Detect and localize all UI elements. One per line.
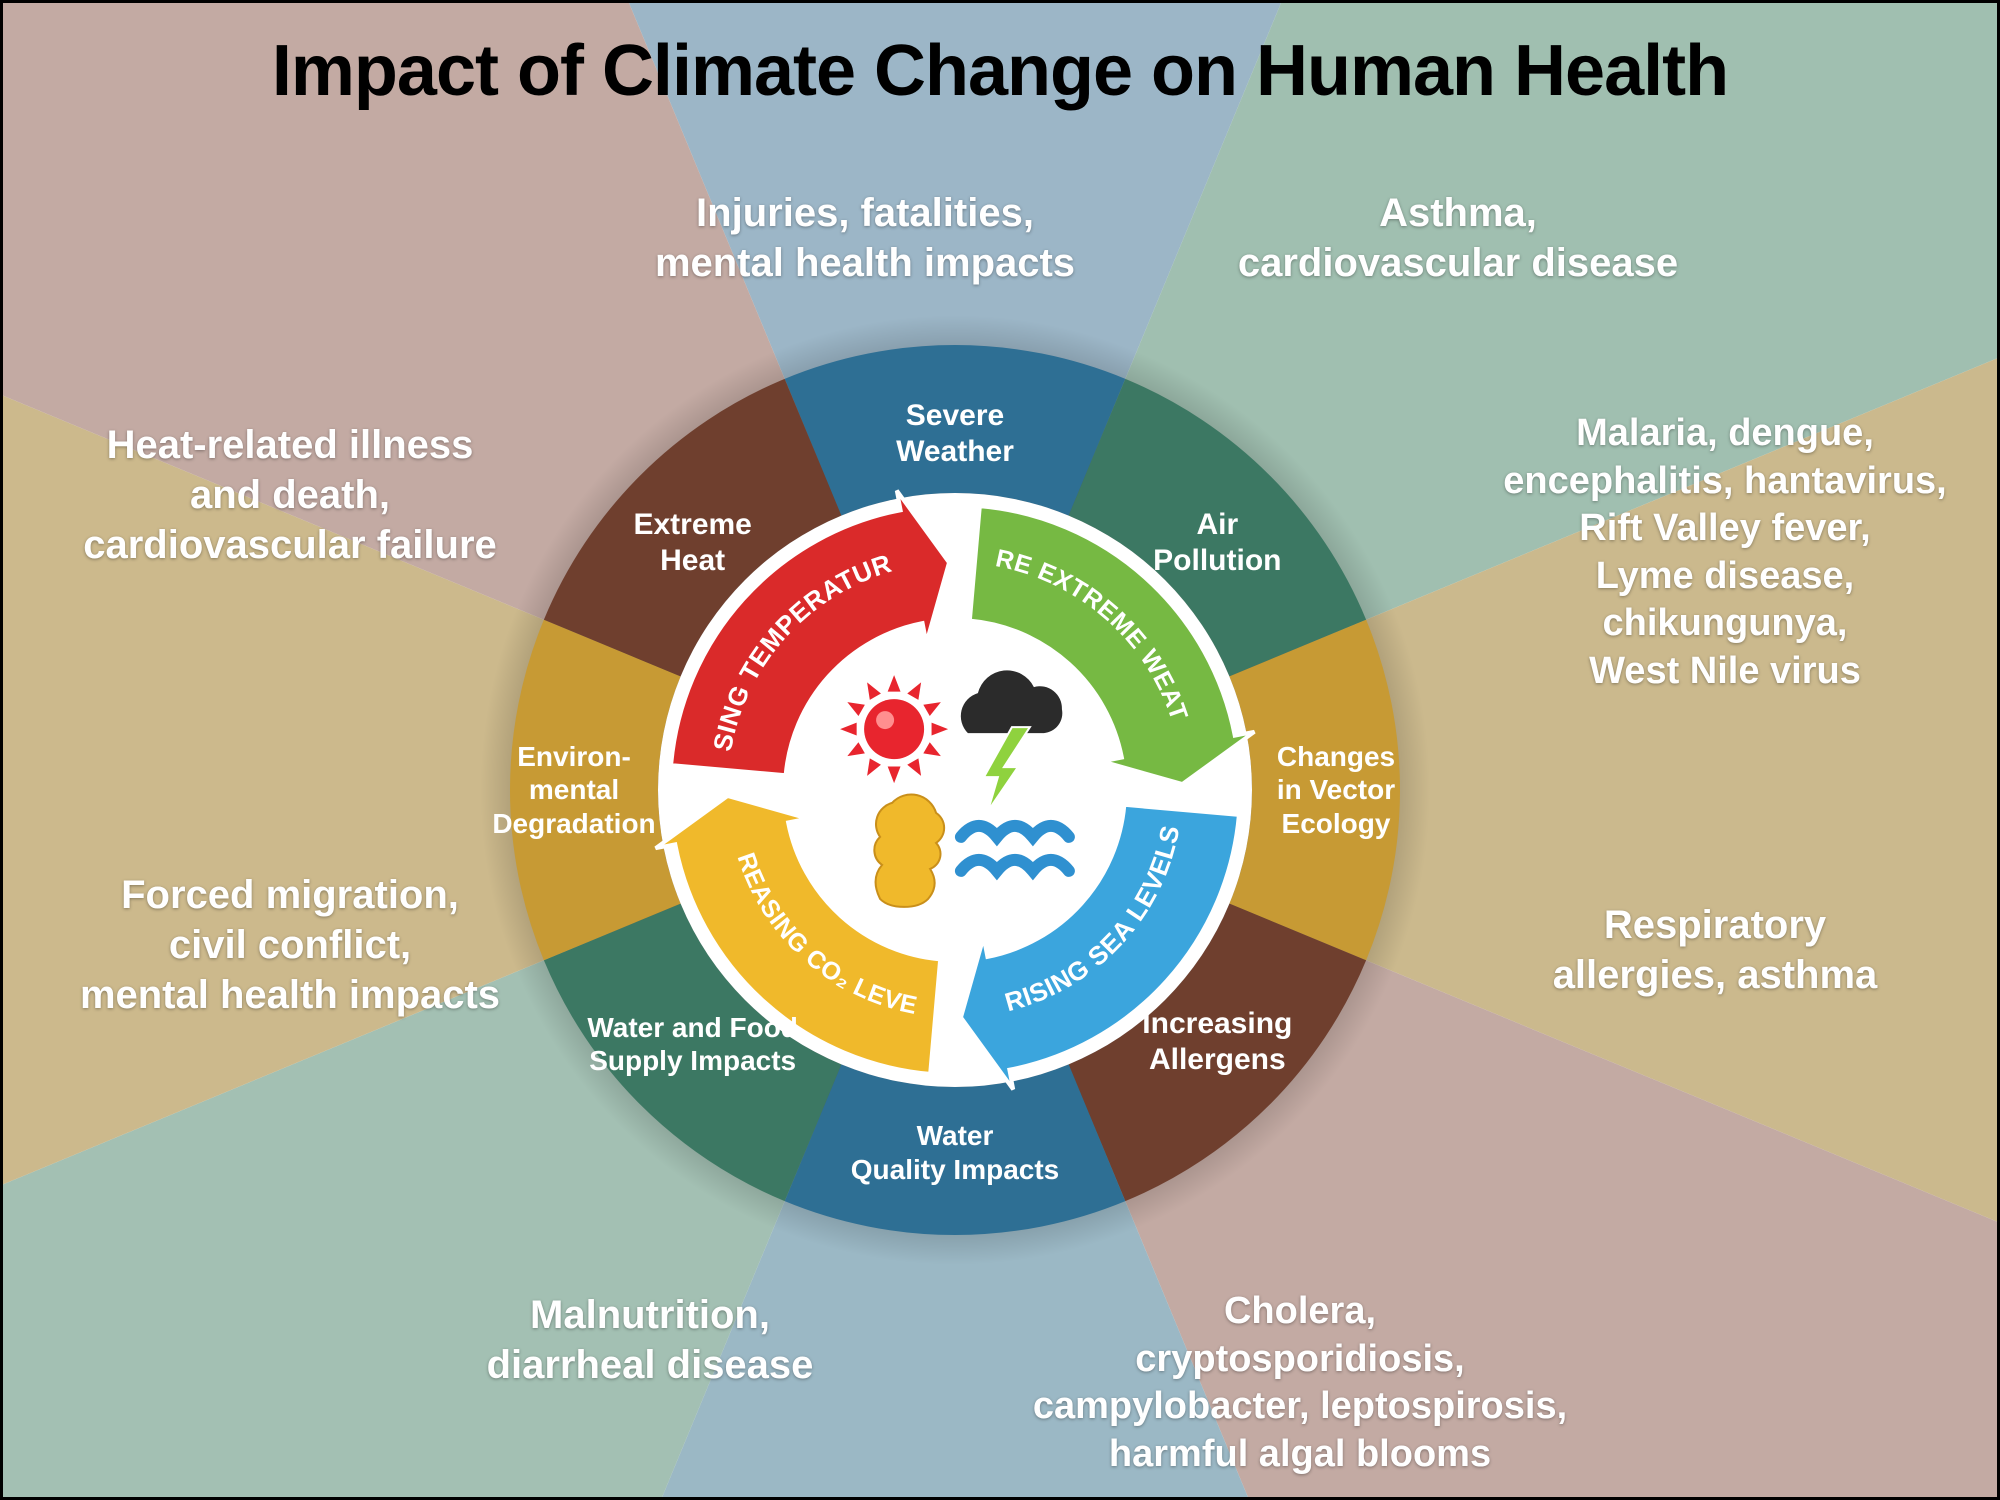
sec-food-supply-label: Water and FoodSupply Impacts — [563, 1011, 823, 1078]
sec-air-pollution-label: AirPollution — [1087, 507, 1347, 579]
sec-severe-weather-label: SevereWeather — [825, 398, 1085, 470]
ol-env: Forced migration,civil conflict,mental h… — [55, 870, 525, 1020]
sec-extreme-heat-label: ExtremeHeat — [563, 507, 823, 579]
sec-water-quality-label: WaterQuality Impacts — [825, 1119, 1085, 1186]
ol-heat: Heat-related illnessand death,cardiovasc… — [50, 420, 530, 570]
infographic-root: { "title": "Impact of Climate Change on … — [0, 0, 2000, 1500]
ol-air: Asthma,cardiovascular disease — [1198, 188, 1718, 288]
center-circle — [810, 645, 1100, 935]
ol-allergens: Respiratoryallergies, asthma — [1480, 900, 1950, 1000]
sec-env-degradation-label: Environ-mentalDegradation — [444, 740, 704, 841]
sec-allergens-label: IncreasingAllergens — [1087, 1006, 1347, 1078]
ol-vector: Malaria, dengue,encephalitis, hantavirus… — [1470, 410, 1980, 695]
sec-vector-ecology-label: Changesin VectorEcology — [1206, 740, 1466, 841]
co2-plume-icon — [874, 795, 944, 907]
page-title: Impact of Climate Change on Human Health — [0, 30, 2000, 112]
ol-food: Malnutrition,diarrheal disease — [390, 1290, 910, 1390]
ol-severe: Injuries, fatalities,mental health impac… — [605, 188, 1125, 288]
ol-water: Cholera,cryptosporidiosis,campylobacter,… — [980, 1288, 1620, 1478]
